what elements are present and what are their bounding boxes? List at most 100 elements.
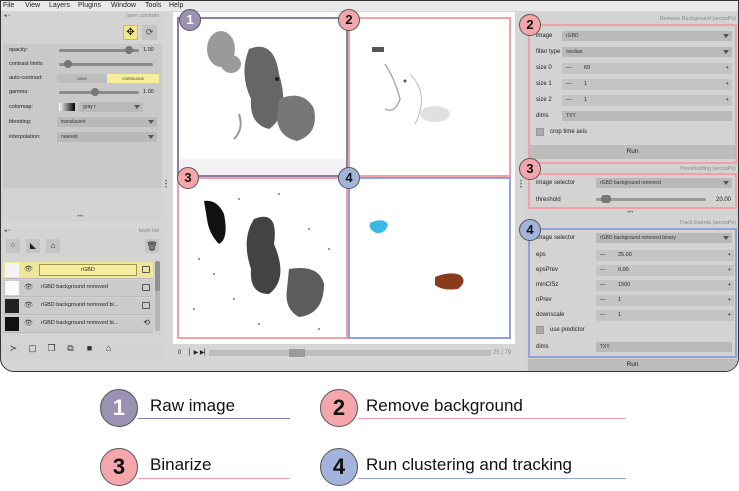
- size0-spinbox[interactable]: — 60 +: [562, 62, 732, 74]
- threshold-knob[interactable]: [601, 195, 611, 203]
- auto-continuous-button[interactable]: continuous: [107, 74, 159, 83]
- opacity-row: opacity: 1.00: [3, 44, 162, 56]
- grid-view-icon[interactable]: ■: [86, 343, 93, 353]
- splitter-handle-icon[interactable]: •••: [627, 210, 634, 216]
- gamma-knob[interactable]: [91, 88, 100, 96]
- size1-spinbox[interactable]: — 1 +: [562, 78, 732, 90]
- minus-icon[interactable]: —: [600, 311, 606, 318]
- size0-row: size 0 — 60 +: [530, 61, 735, 75]
- nprev-row: nPrev — 1 +: [530, 293, 735, 307]
- menu-file[interactable]: File: [3, 2, 15, 9]
- threshold-slider[interactable]: [596, 195, 706, 203]
- move-icon[interactable]: ✥: [123, 25, 138, 40]
- eye-icon[interactable]: 👁: [24, 266, 33, 273]
- dock-float-icon[interactable]: ◂ ▫: [4, 13, 11, 19]
- size2-spinbox[interactable]: — 1 +: [562, 94, 732, 106]
- scrollbar-handle[interactable]: [155, 261, 160, 291]
- colormap-select[interactable]: gray r: [79, 102, 143, 112]
- minus-icon[interactable]: —: [566, 80, 572, 87]
- blending-select[interactable]: translucent: [57, 117, 157, 127]
- downscale-spinbox[interactable]: — 1 +: [596, 309, 734, 321]
- layer-list-scrollbar[interactable]: [155, 261, 160, 331]
- eye-icon[interactable]: 👁: [24, 284, 33, 291]
- dims-slider-track[interactable]: [209, 349, 491, 357]
- layer-controls-dock: ◂ ▫ layer controls ✥ ⟳ opacity: 1.00 con…: [2, 12, 162, 222]
- layer-item[interactable]: 👁 rGBD background removed bi... ⟲: [3, 316, 153, 333]
- contrast-slider[interactable]: [59, 60, 153, 68]
- dims-field[interactable]: TXY: [562, 111, 732, 121]
- delete-layer-icon[interactable]: 🗑: [145, 239, 159, 253]
- image-layer-icon: [142, 302, 150, 309]
- image-select[interactable]: rGBD: [562, 31, 732, 41]
- splitter-handle-icon[interactable]: •••: [77, 214, 84, 220]
- new-labels-icon[interactable]: ⌂: [46, 239, 60, 253]
- crop-row: crop time axis: [530, 125, 735, 139]
- opacity-slider[interactable]: [59, 46, 139, 54]
- layer-item[interactable]: 👁 rGBD background removed: [3, 280, 153, 297]
- minus-icon[interactable]: —: [600, 251, 606, 258]
- interpolation-select[interactable]: nearest: [57, 132, 157, 142]
- menu-help[interactable]: Help: [169, 2, 184, 9]
- track-selector-select[interactable]: rGBD background removed binary: [596, 233, 732, 243]
- menu-window[interactable]: Window: [111, 2, 136, 9]
- contrast-knob[interactable]: [64, 60, 73, 68]
- console-icon[interactable]: ≻: [9, 343, 18, 353]
- menu-view[interactable]: View: [25, 2, 41, 9]
- viewer-canvas[interactable]: 1 2 3 4: [173, 9, 515, 344]
- ndisplay-icon[interactable]: ▢: [28, 343, 37, 353]
- dock-float-icon[interactable]: ◂ ▫: [4, 228, 11, 234]
- auto-once-button[interactable]: once: [57, 74, 107, 83]
- image-layer-icon: [142, 266, 150, 273]
- run-remove-background-button[interactable]: Run: [530, 145, 735, 159]
- home-icon[interactable]: ⌂: [105, 343, 112, 353]
- predictor-checkbox[interactable]: [536, 326, 544, 334]
- minus-icon[interactable]: —: [566, 96, 572, 103]
- dock-splitter-left-icon[interactable]: • • •: [165, 179, 168, 191]
- new-shapes-icon[interactable]: ◣: [26, 239, 40, 253]
- dims-slider-handle[interactable]: [288, 349, 305, 357]
- plus-icon[interactable]: +: [725, 96, 729, 103]
- threshold-selector-select[interactable]: rGBD background removed: [596, 178, 732, 188]
- plus-icon[interactable]: +: [725, 64, 729, 71]
- plus-icon[interactable]: +: [727, 251, 731, 258]
- plus-icon[interactable]: +: [727, 281, 731, 288]
- dock-splitter-right-icon[interactable]: • • •: [520, 179, 523, 191]
- opacity-knob[interactable]: [125, 46, 134, 54]
- minus-icon[interactable]: —: [600, 296, 606, 303]
- gamma-slider[interactable]: [59, 88, 139, 96]
- interpolation-value: nearest: [61, 134, 78, 140]
- transform-icon[interactable]: ⟳: [142, 25, 157, 40]
- menu-plugins[interactable]: Plugins: [78, 2, 101, 9]
- blending-label: blending:: [9, 119, 32, 125]
- eps-spinbox[interactable]: — 25.00 +: [596, 249, 734, 261]
- layer-item[interactable]: 👁 rGBD: [3, 262, 153, 279]
- roll-dims-icon[interactable]: ❒: [47, 343, 56, 353]
- opacity-label: opacity:: [9, 47, 28, 53]
- step-badge-4: 4: [338, 167, 360, 189]
- run-track-events-button[interactable]: Run: [528, 359, 737, 371]
- plus-icon[interactable]: +: [725, 80, 729, 87]
- track-selector-label: image selector: [536, 235, 576, 241]
- eye-icon[interactable]: 👁: [24, 302, 33, 309]
- nprev-spinbox[interactable]: — 1 +: [596, 294, 734, 306]
- track-dims-field[interactable]: TXY: [596, 342, 732, 352]
- layer-name[interactable]: rGBD: [39, 264, 137, 276]
- minclsz-spinbox[interactable]: — 1500 +: [596, 279, 734, 291]
- minus-icon[interactable]: —: [600, 281, 606, 288]
- eye-icon[interactable]: 👁: [24, 320, 33, 327]
- plus-icon[interactable]: +: [727, 266, 731, 273]
- plus-icon[interactable]: +: [727, 311, 731, 318]
- menu-layers[interactable]: Layers: [49, 2, 71, 9]
- minus-icon[interactable]: —: [566, 64, 572, 71]
- play-icon[interactable]: ▏▶ ▶▏: [189, 350, 210, 356]
- track-events-title: Track Events (arcosPx): [679, 220, 736, 226]
- crop-checkbox[interactable]: [536, 128, 544, 136]
- new-points-icon[interactable]: ⁘: [6, 239, 20, 253]
- transpose-icon[interactable]: ⧉: [67, 343, 74, 353]
- epsprev-spinbox[interactable]: — 0.00 +: [596, 264, 734, 276]
- minus-icon[interactable]: —: [600, 266, 606, 273]
- layer-item[interactable]: 👁 rGBD background removed bi...: [3, 298, 153, 315]
- plus-icon[interactable]: +: [727, 296, 731, 303]
- menu-tools[interactable]: Tools: [145, 2, 162, 9]
- filter-type-select[interactable]: median: [562, 47, 732, 57]
